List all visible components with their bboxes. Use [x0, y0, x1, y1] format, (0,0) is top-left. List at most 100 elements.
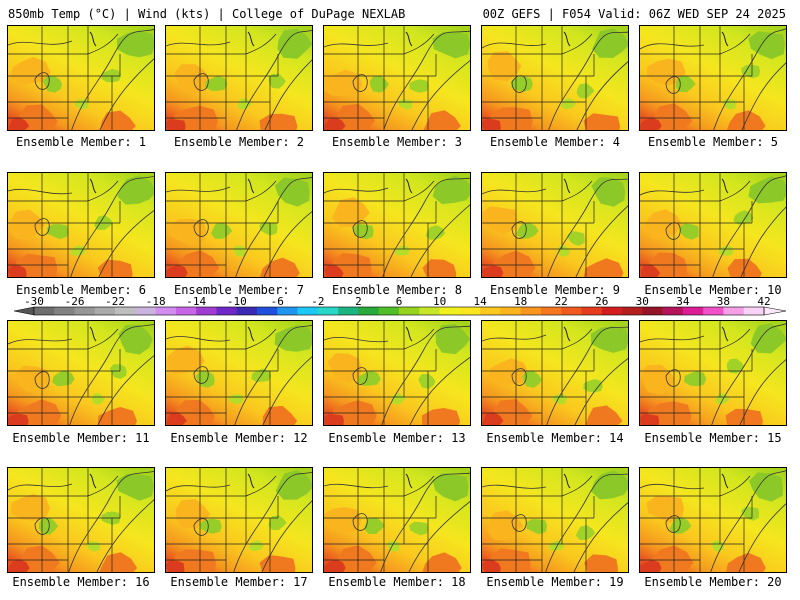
colorbar-swatch	[257, 307, 278, 315]
colorbar-swatch	[743, 307, 765, 315]
colorbar-tick-label: 2	[355, 296, 362, 308]
colorbar-tick-label: 26	[595, 296, 608, 308]
colorbar-tick-label: -30	[24, 296, 44, 308]
colorbar-swatch	[662, 307, 684, 315]
colorbar-swatch	[439, 307, 461, 315]
colorbar-swatch	[399, 307, 420, 315]
colorbar-swatch	[358, 307, 380, 315]
temperature-field-map	[8, 468, 154, 572]
colorbar-swatch	[317, 307, 339, 315]
colorbar-right-arrow	[763, 306, 787, 316]
temperature-field-map	[8, 173, 154, 277]
ensemble-member-map	[323, 172, 471, 278]
temperature-field-map	[166, 173, 312, 277]
ensemble-member-label: Ensemble Member: 14	[486, 431, 624, 445]
colorbar-tick-label: -10	[227, 296, 247, 308]
temperature-field-map	[640, 468, 786, 572]
ensemble-member-map	[165, 25, 313, 131]
ensemble-member-map	[639, 320, 787, 426]
ensemble-member-map	[323, 25, 471, 131]
ensemble-member-label: Ensemble Member: 5	[647, 135, 779, 149]
ensemble-member-map	[165, 320, 313, 426]
ensemble-member-label: Ensemble Member: 4	[489, 135, 621, 149]
ensemble-member-label: Ensemble Member: 10	[644, 283, 782, 297]
colorbar-swatch	[74, 307, 96, 315]
ensemble-member-label: Ensemble Member: 16	[12, 575, 150, 589]
colorbar-tick-label: 6	[396, 296, 403, 308]
colorbar-tick-label: 34	[676, 296, 690, 308]
ensemble-member-map	[639, 467, 787, 573]
ensemble-member-map	[165, 172, 313, 278]
colorbar-tick-label: -6	[271, 296, 284, 308]
temperature-field-map	[324, 468, 470, 572]
ensemble-member-label: Ensemble Member: 20	[644, 575, 782, 589]
colorbar-tick-label: -2	[311, 296, 324, 308]
temperature-field-map	[640, 26, 786, 130]
figure-title: 850mb Temp (°C) | Wind (kts) | College o…	[8, 7, 406, 21]
colorbar-swatch	[520, 307, 542, 315]
colorbar-swatch	[236, 307, 258, 315]
colorbar-swatch	[297, 307, 319, 315]
ensemble-member-label: Ensemble Member: 11	[12, 431, 150, 445]
temperature-field-map	[8, 26, 154, 130]
temperature-field-map	[166, 26, 312, 130]
colorbar-swatch	[601, 307, 623, 315]
temperature-field-map	[482, 173, 628, 277]
colorbar-left-arrow	[13, 306, 35, 316]
colorbar-tick-label: 30	[636, 296, 649, 308]
colorbar-swatch	[196, 307, 217, 315]
colorbar-swatch	[338, 307, 359, 315]
colorbar-tick-label: -26	[65, 296, 85, 308]
ensemble-member-map	[481, 25, 629, 131]
ensemble-member-label: Ensemble Member: 1	[15, 135, 147, 149]
colorbar-tick-label: 14	[473, 296, 487, 308]
colorbar-swatch	[155, 307, 177, 315]
colorbar-swatch	[459, 307, 481, 315]
colorbar-swatch	[723, 307, 745, 315]
colorbar-swatch	[500, 307, 521, 315]
ensemble-member-label: Ensemble Member: 13	[328, 431, 466, 445]
ensemble-member-map	[323, 320, 471, 426]
ensemble-member-label: Ensemble Member: 17	[170, 575, 308, 589]
colorbar-swatch	[135, 307, 156, 315]
ensemble-member-map	[639, 172, 787, 278]
colorbar-swatch	[561, 307, 582, 315]
colorbar-swatch	[277, 307, 298, 315]
colorbar-tick-label: 10	[433, 296, 446, 308]
ensemble-member-label: Ensemble Member: 15	[644, 431, 782, 445]
ensemble-member-map	[7, 320, 155, 426]
temperature-field-map	[166, 468, 312, 572]
temperature-field-map	[8, 321, 154, 425]
temperature-field-map	[640, 173, 786, 277]
colorbar-tick-label: -18	[146, 296, 166, 308]
colorbar-tick-label: 38	[717, 296, 730, 308]
ensemble-member-label: Ensemble Member: 7	[173, 283, 305, 297]
ensemble-member-map	[481, 320, 629, 426]
temperature-field-map	[482, 26, 628, 130]
temperature-field-map	[324, 26, 470, 130]
temperature-field-map	[482, 468, 628, 572]
colorbar-swatch	[682, 307, 704, 315]
colorbar-tick-label: 22	[555, 296, 568, 308]
colorbar-swatch	[419, 307, 440, 315]
temperature-field-map	[324, 173, 470, 277]
ensemble-member-map	[481, 172, 629, 278]
ensemble-member-map	[323, 467, 471, 573]
ensemble-member-map	[7, 467, 155, 573]
colorbar-swatch	[378, 307, 400, 315]
temperature-colorbar: -30 -26 -22 -18 -14 -10 -6 -2 2 6 10 14 18 22 26 30 34 38…	[13, 296, 787, 316]
temperature-field-map	[482, 321, 628, 425]
ensemble-member-label: Ensemble Member: 19	[486, 575, 624, 589]
ensemble-member-map	[7, 172, 155, 278]
colorbar-swatch	[34, 307, 55, 315]
ensemble-member-label: Ensemble Member: 3	[331, 135, 463, 149]
colorbar-swatch	[703, 307, 724, 315]
ensemble-member-label: Ensemble Member: 2	[173, 135, 305, 149]
colorbar-swatch	[216, 307, 238, 315]
colorbar-swatch	[622, 307, 643, 315]
temperature-field-map	[640, 321, 786, 425]
ensemble-member-map	[165, 467, 313, 573]
colorbar-tick-label: -22	[105, 296, 125, 308]
ensemble-member-map	[481, 467, 629, 573]
ensemble-member-label: Ensemble Member: 9	[489, 283, 621, 297]
